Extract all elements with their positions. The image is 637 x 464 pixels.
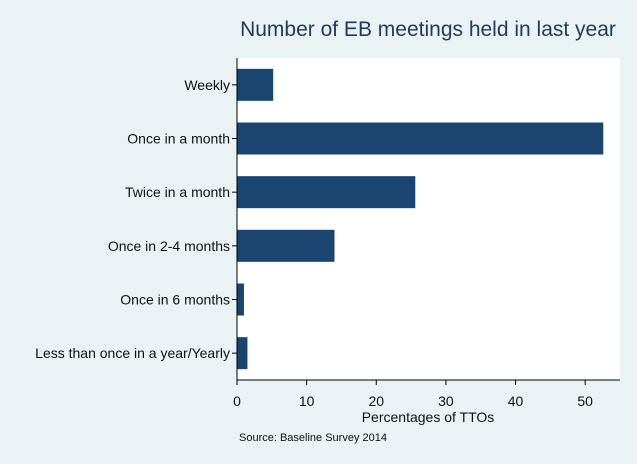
category-label: Once in 2-4 months bbox=[108, 238, 230, 254]
category-label: Weekly bbox=[184, 77, 230, 93]
category-label: Less than once in a year/Yearly bbox=[35, 345, 230, 361]
category-labels: Weekly Once in a month Twice in a month Onc… bbox=[35, 77, 230, 361]
x-tick-label: 0 bbox=[233, 393, 241, 409]
bar bbox=[237, 122, 604, 155]
x-tick-labels: 0 10 20 30 40 50 bbox=[233, 393, 593, 409]
x-tick-label: 20 bbox=[368, 393, 384, 409]
category-label: Once in a month bbox=[127, 131, 230, 147]
x-tick-label: 10 bbox=[299, 393, 315, 409]
bar bbox=[237, 283, 244, 316]
category-label: Once in 6 months bbox=[120, 292, 230, 308]
x-tick-label: 50 bbox=[577, 393, 593, 409]
bar bbox=[237, 337, 248, 370]
x-tick-label: 40 bbox=[508, 393, 524, 409]
bar bbox=[237, 176, 416, 209]
source-note: Source: Baseline Survey 2014 bbox=[239, 432, 387, 444]
plot-area bbox=[237, 58, 620, 380]
axes bbox=[232, 58, 620, 385]
gridlines bbox=[306, 58, 586, 380]
x-tick-label: 30 bbox=[438, 393, 454, 409]
chart-title: Number of EB meetings held in last year bbox=[240, 18, 616, 41]
bar bbox=[237, 68, 274, 101]
bars bbox=[237, 68, 604, 370]
x-axis-label: Percentages of TTOs bbox=[362, 409, 495, 425]
category-label: Twice in a month bbox=[125, 184, 230, 200]
bar bbox=[237, 229, 335, 262]
